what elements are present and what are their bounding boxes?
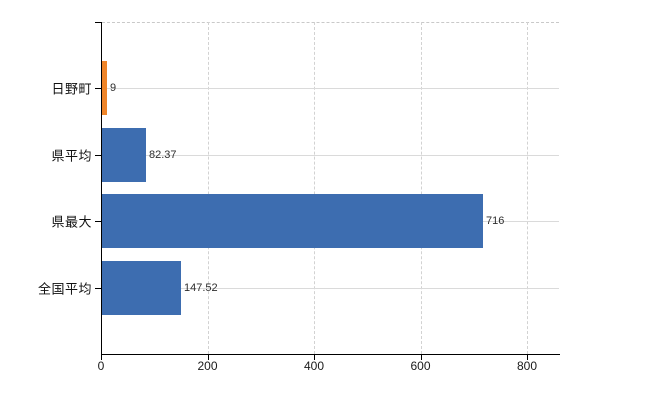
category-label: 全国平均 xyxy=(37,281,92,297)
x-tick-label: 600 xyxy=(410,359,431,373)
x-tick-mark-0 xyxy=(101,355,102,360)
gridline-y-1 xyxy=(102,154,559,156)
gridline-x-200 xyxy=(207,22,209,354)
gridline-y-0 xyxy=(102,88,559,90)
x-tick-mark-600 xyxy=(420,355,422,360)
x-tick-mark-200 xyxy=(207,355,209,360)
bar-2 xyxy=(102,194,483,249)
gridline-x-400 xyxy=(314,22,315,354)
y-tick-mark-2 xyxy=(95,221,101,223)
bar-3 xyxy=(102,260,181,315)
category-label: 日野町 xyxy=(51,81,92,97)
y-tick-mark-0 xyxy=(95,88,101,90)
y-tick-mark-3 xyxy=(95,287,101,289)
gridline-y-3 xyxy=(102,287,559,289)
value-label: 82.37 xyxy=(149,148,177,161)
y-axis-top-tick xyxy=(95,22,101,23)
value-label: 716 xyxy=(486,215,505,228)
category-label: 県最大 xyxy=(51,214,92,230)
x-tick-label: 800 xyxy=(516,359,538,373)
x-tick-mark-800 xyxy=(527,355,528,360)
bar-0 xyxy=(102,61,107,116)
y-axis-line xyxy=(101,22,102,355)
x-tick-label: 0 xyxy=(97,359,105,373)
x-tick-mark-400 xyxy=(314,355,315,360)
x-tick-label: 400 xyxy=(303,359,325,373)
category-label: 県平均 xyxy=(51,148,92,164)
gridline-x-600 xyxy=(420,22,422,354)
plot-top-border xyxy=(102,22,559,23)
x-axis-line xyxy=(101,354,560,355)
value-label: 147.52 xyxy=(184,281,218,294)
x-tick-label: 200 xyxy=(197,359,218,373)
bar-1 xyxy=(102,127,146,182)
gridline-x-800 xyxy=(527,22,528,354)
value-label: 9 xyxy=(110,82,117,95)
y-tick-mark-1 xyxy=(95,154,101,156)
